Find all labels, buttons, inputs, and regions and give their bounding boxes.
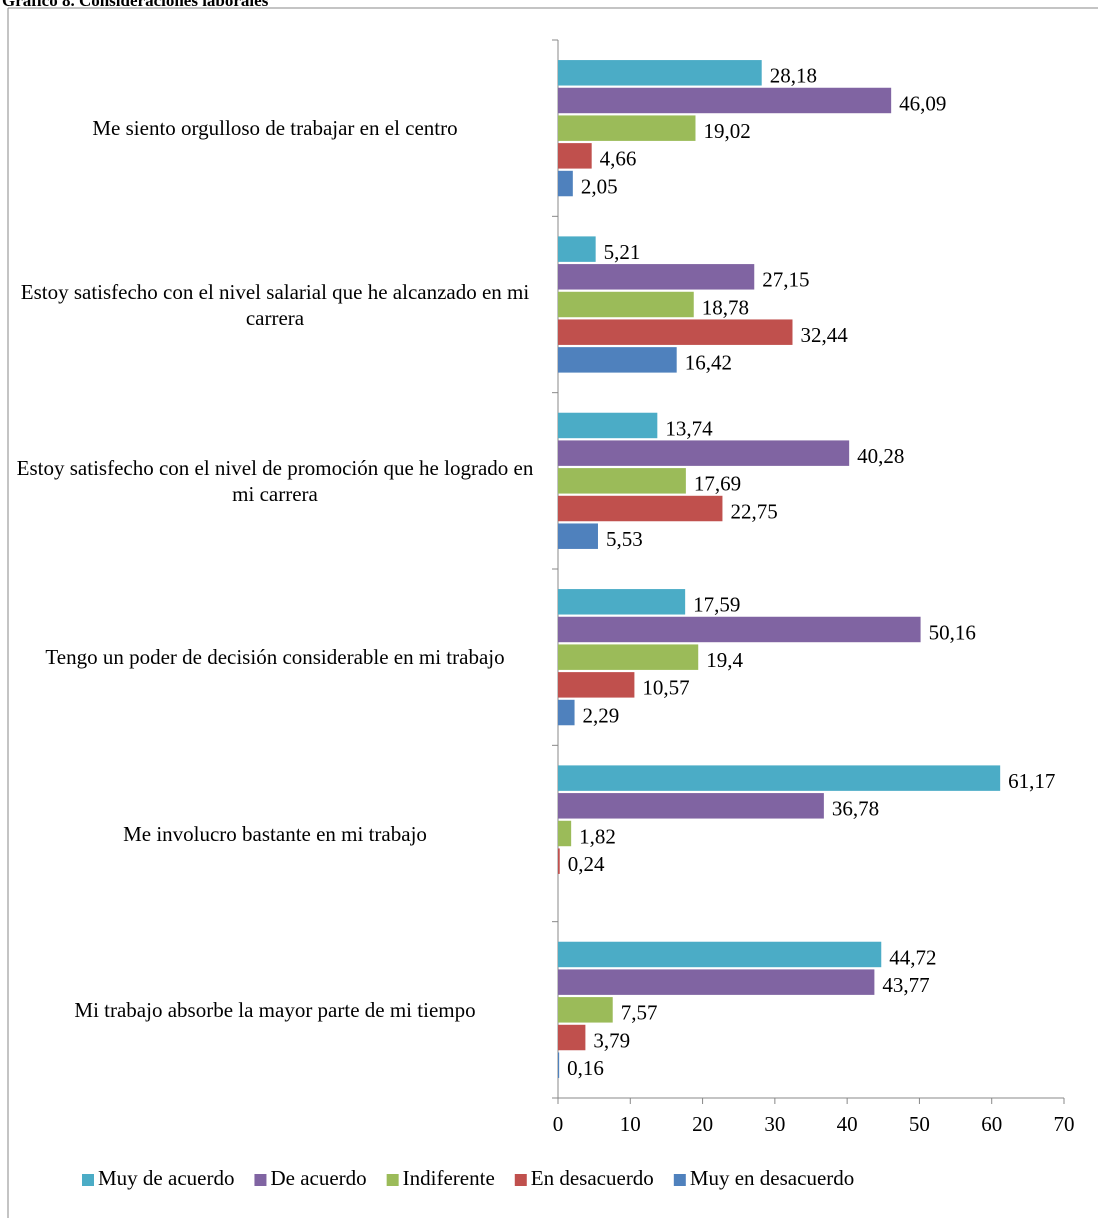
bar (558, 440, 850, 466)
data-label: 61,17 (1008, 769, 1055, 793)
data-label: 19,4 (706, 648, 743, 672)
bar (558, 60, 762, 86)
bar (558, 347, 677, 373)
x-tick-label: 50 (909, 1112, 930, 1136)
data-label: 0,16 (567, 1056, 604, 1080)
data-label: 1,82 (579, 824, 616, 848)
x-tick-label: 60 (981, 1112, 1002, 1136)
data-label: 4,66 (600, 147, 637, 171)
bar (558, 468, 686, 494)
legend-label: Muy de acuerdo (98, 1166, 234, 1190)
bar (558, 699, 575, 726)
legend-swatch (82, 1174, 94, 1186)
legend-swatch (514, 1174, 527, 1186)
legend-label: Muy en desacuerdo (690, 1166, 854, 1190)
category-label: Mi trabajo absorbe la mayor parte de mi … (74, 997, 476, 1022)
legend-label: En desacuerdo (531, 1166, 654, 1190)
x-tick-label: 0 (553, 1112, 564, 1136)
bar (558, 941, 882, 968)
bar (558, 115, 696, 141)
data-label: 17,59 (693, 593, 740, 617)
legend-swatch (386, 1174, 399, 1186)
bar (558, 765, 1001, 791)
data-label: 50,16 (929, 620, 976, 644)
bar (558, 616, 921, 643)
data-label: 28,18 (770, 64, 817, 88)
data-label: 0,24 (568, 852, 605, 876)
data-label: 16,42 (685, 351, 732, 375)
legend-swatch (254, 1174, 267, 1186)
category-label: Me siento orgulloso de trabajar en el ce… (92, 116, 458, 141)
bar (558, 820, 572, 847)
data-label: 18,78 (702, 295, 749, 319)
data-label: 17,69 (694, 472, 741, 496)
legend-swatch (673, 1174, 686, 1186)
bar (558, 319, 793, 345)
bar (558, 1052, 560, 1078)
bar (558, 495, 723, 522)
chart-title: Gráfico 8. Consideraciones laborales (2, 0, 269, 10)
bar (558, 87, 892, 114)
data-label: 43,77 (882, 973, 929, 997)
data-label: 27,15 (762, 268, 809, 292)
data-label: 5,53 (606, 527, 643, 551)
bar (558, 412, 658, 439)
bar (558, 291, 694, 318)
data-label: 32,44 (800, 323, 848, 347)
bar (558, 997, 613, 1023)
x-tick-label: 30 (764, 1112, 785, 1136)
bar (558, 644, 699, 670)
bar (558, 793, 824, 819)
bar (558, 589, 686, 615)
category-label: Estoy satisfecho con el nivel de promoci… (16, 455, 534, 506)
data-label: 44,72 (889, 945, 936, 969)
data-label: 10,57 (642, 676, 689, 700)
data-label: 2,05 (581, 174, 618, 198)
x-tick-label: 20 (692, 1112, 713, 1136)
legend-label: Indiferente (403, 1166, 495, 1190)
bar (558, 672, 635, 698)
bar (558, 848, 560, 874)
category-label: Tengo un poder de decisión considerable … (45, 645, 505, 670)
bar (558, 264, 755, 290)
data-label: 2,29 (583, 703, 620, 727)
data-label: 13,74 (665, 416, 713, 440)
bar (558, 143, 592, 169)
x-tick-label: 10 (620, 1112, 641, 1136)
data-label: 5,21 (604, 240, 641, 264)
bar (558, 969, 875, 995)
data-label: 7,57 (621, 1001, 658, 1025)
bar (558, 170, 573, 197)
data-label: 19,02 (703, 119, 750, 143)
bar (558, 1024, 586, 1051)
data-label: 22,75 (730, 499, 777, 523)
x-tick-label: 70 (1054, 1112, 1075, 1136)
category-label: Me involucro bastante en mi trabajo (123, 821, 427, 846)
bar (558, 523, 598, 549)
data-label: 36,78 (832, 797, 879, 821)
bar (558, 236, 596, 262)
data-label: 40,28 (857, 444, 904, 468)
data-label: 3,79 (593, 1028, 630, 1052)
x-tick-label: 40 (837, 1112, 858, 1136)
category-label: Estoy satisfecho con el nivel salarial q… (20, 279, 530, 330)
data-label: 46,09 (899, 91, 946, 115)
legend-label: De acuerdo (270, 1166, 366, 1190)
